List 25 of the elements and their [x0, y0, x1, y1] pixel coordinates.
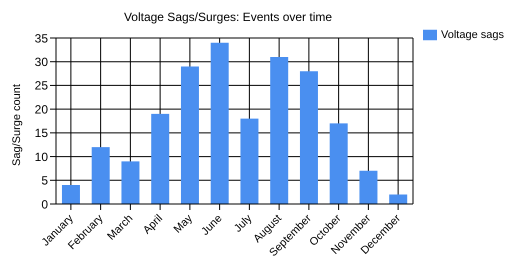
legend-label: Voltage sags: [441, 28, 504, 41]
y-tick-label: 5: [41, 174, 48, 188]
bar: [300, 71, 318, 204]
y-tick-label: 25: [34, 78, 48, 93]
bar: [62, 185, 80, 204]
bar: [180, 66, 199, 204]
bar: [389, 194, 408, 204]
bar: [359, 170, 378, 204]
y-tick-label: 30: [34, 54, 48, 69]
y-tick-label: 15: [34, 126, 48, 140]
bar: [270, 56, 288, 204]
y-tick-label: 0: [41, 197, 48, 212]
y-tick-label: 20: [34, 102, 48, 116]
chart-title: Voltage Sags/Surges: Events over time: [122, 9, 334, 24]
bar: [210, 42, 229, 204]
bar: [240, 118, 258, 204]
y-tick-label: 10: [34, 150, 48, 164]
bar: [121, 161, 140, 204]
y-tick-label: 35: [34, 31, 48, 46]
y-axis-title: Sag/Surge count: [10, 84, 23, 166]
bar: [92, 147, 110, 204]
x-tick-label: July: [232, 212, 255, 235]
bar: [151, 114, 170, 204]
bar: [330, 123, 348, 204]
x-tick-label: May: [172, 212, 196, 236]
